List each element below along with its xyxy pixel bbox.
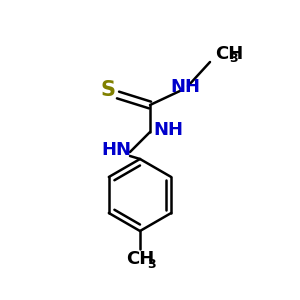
Text: HN: HN [101, 141, 131, 159]
Text: NH: NH [153, 121, 183, 139]
Text: 3: 3 [230, 52, 238, 64]
Text: S: S [100, 80, 116, 100]
Text: CH: CH [215, 45, 243, 63]
Text: CH: CH [126, 250, 154, 268]
Text: 3: 3 [148, 257, 156, 271]
Text: NH: NH [170, 78, 200, 96]
